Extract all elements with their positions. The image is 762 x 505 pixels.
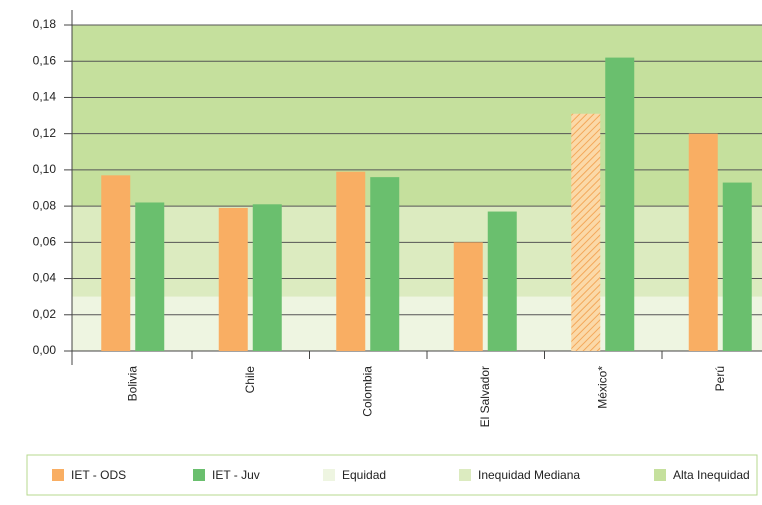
x-tick-label: Perú <box>713 366 727 391</box>
x-tick-label: El Salvador <box>478 366 492 427</box>
legend-swatch <box>193 469 205 481</box>
x-tick-label: Chile <box>243 366 257 394</box>
legend-label: IET - ODS <box>71 468 126 482</box>
bar <box>336 171 366 351</box>
legend-label: Inequidad Mediana <box>478 468 580 482</box>
legend-swatch <box>323 469 335 481</box>
y-tick-label: 0,10 <box>33 162 57 176</box>
bar <box>370 177 400 351</box>
bar <box>252 204 282 351</box>
legend-label: Equidad <box>342 468 386 482</box>
legend-label: IET - Juv <box>212 468 260 482</box>
y-tick-label: 0,18 <box>33 17 57 31</box>
bar <box>605 57 635 351</box>
bar <box>101 175 131 351</box>
bar <box>135 202 165 351</box>
x-tick-label: México* <box>595 366 609 409</box>
y-tick-label: 0,16 <box>33 53 57 67</box>
bar <box>487 211 517 351</box>
legend-swatch <box>654 469 666 481</box>
x-tick-label: Bolivia <box>125 366 139 402</box>
x-tick-label: Colombia <box>360 366 374 417</box>
y-tick-label: 0,14 <box>33 90 57 104</box>
bar <box>453 242 483 351</box>
legend-swatch <box>459 469 471 481</box>
bar <box>571 113 601 351</box>
band <box>72 25 762 207</box>
y-tick-label: 0,04 <box>33 271 57 285</box>
y-tick-label: 0,06 <box>33 235 57 249</box>
bar <box>218 207 248 351</box>
y-tick-label: 0,02 <box>33 307 57 321</box>
y-tick-label: 0,00 <box>33 343 57 357</box>
y-tick-label: 0,12 <box>33 126 57 140</box>
legend-label: Alta Inequidad <box>673 468 750 482</box>
band <box>72 296 762 351</box>
y-tick-label: 0,08 <box>33 198 57 212</box>
bar <box>688 133 718 351</box>
bar <box>722 182 752 351</box>
legend-box <box>26 454 758 496</box>
band <box>72 206 762 297</box>
legend-swatch <box>52 469 64 481</box>
